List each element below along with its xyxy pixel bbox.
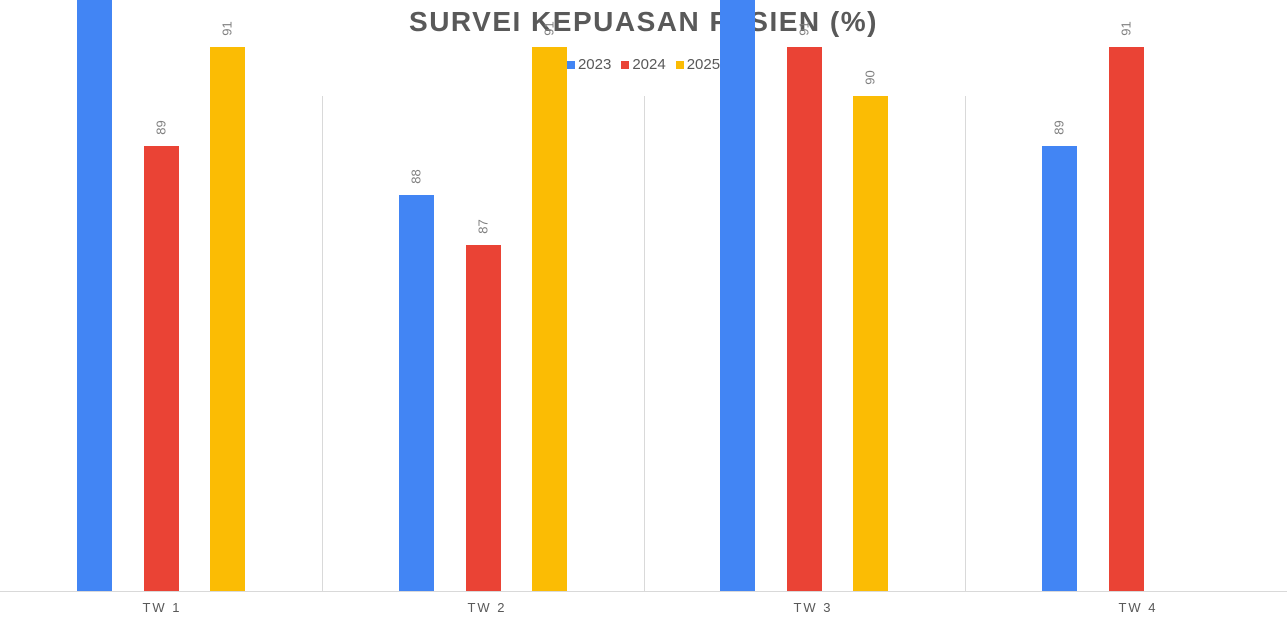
- category-label-tw3: TW 3: [793, 600, 833, 615]
- data-label: 91: [220, 20, 235, 36]
- bar-2025-tw3[interactable]: [853, 96, 888, 591]
- legend-item-2023[interactable]: 2023: [566, 56, 612, 73]
- bar-2024-tw1[interactable]: [144, 145, 179, 591]
- bar-2023-tw3[interactable]: [720, 0, 755, 591]
- bar-2023-tw1[interactable]: [77, 0, 112, 591]
- data-label: 91: [542, 20, 557, 36]
- bar-2025-tw2[interactable]: [532, 46, 567, 591]
- category-divider: [965, 96, 966, 591]
- legend-swatch-2024: [621, 60, 630, 69]
- category-label-tw1: TW 1: [142, 600, 182, 615]
- data-label: 87: [476, 218, 491, 234]
- chart-title: SURVEI KEPUASAN PASIEN (%): [409, 6, 878, 37]
- category-label-tw4: TW 4: [1118, 600, 1158, 615]
- x-axis-line: [0, 591, 1287, 592]
- category-divider: [644, 96, 645, 591]
- data-label: 89: [1052, 119, 1067, 135]
- data-label: 90: [863, 70, 878, 85]
- legend-item-2024[interactable]: 2024: [621, 56, 666, 73]
- bar-2025-tw1[interactable]: [210, 46, 245, 591]
- plot-area: 9289918887919391908991: [0, 0, 1287, 591]
- data-label: 89: [154, 119, 169, 135]
- legend-label: 2023: [577, 56, 612, 73]
- data-label: 88: [409, 169, 424, 184]
- bar-2023-tw4[interactable]: [1042, 145, 1077, 591]
- legend-label: 2025: [686, 56, 721, 73]
- bar-2024-tw4[interactable]: [1109, 46, 1144, 591]
- bar-2023-tw2[interactable]: [399, 195, 434, 591]
- legend: 2023 2024 2025: [0, 56, 1287, 73]
- category-label-tw2: TW 2: [467, 600, 507, 615]
- legend-item-2025[interactable]: 2025: [675, 56, 721, 73]
- data-label: 91: [797, 20, 812, 36]
- legend-swatch-2025: [675, 60, 684, 69]
- category-divider: [322, 96, 323, 591]
- data-label: 91: [1119, 20, 1134, 36]
- bar-2024-tw3[interactable]: [787, 46, 822, 591]
- legend-swatch-2023: [566, 60, 575, 69]
- legend-label: 2024: [632, 56, 666, 73]
- bar-2024-tw2[interactable]: [466, 244, 501, 591]
